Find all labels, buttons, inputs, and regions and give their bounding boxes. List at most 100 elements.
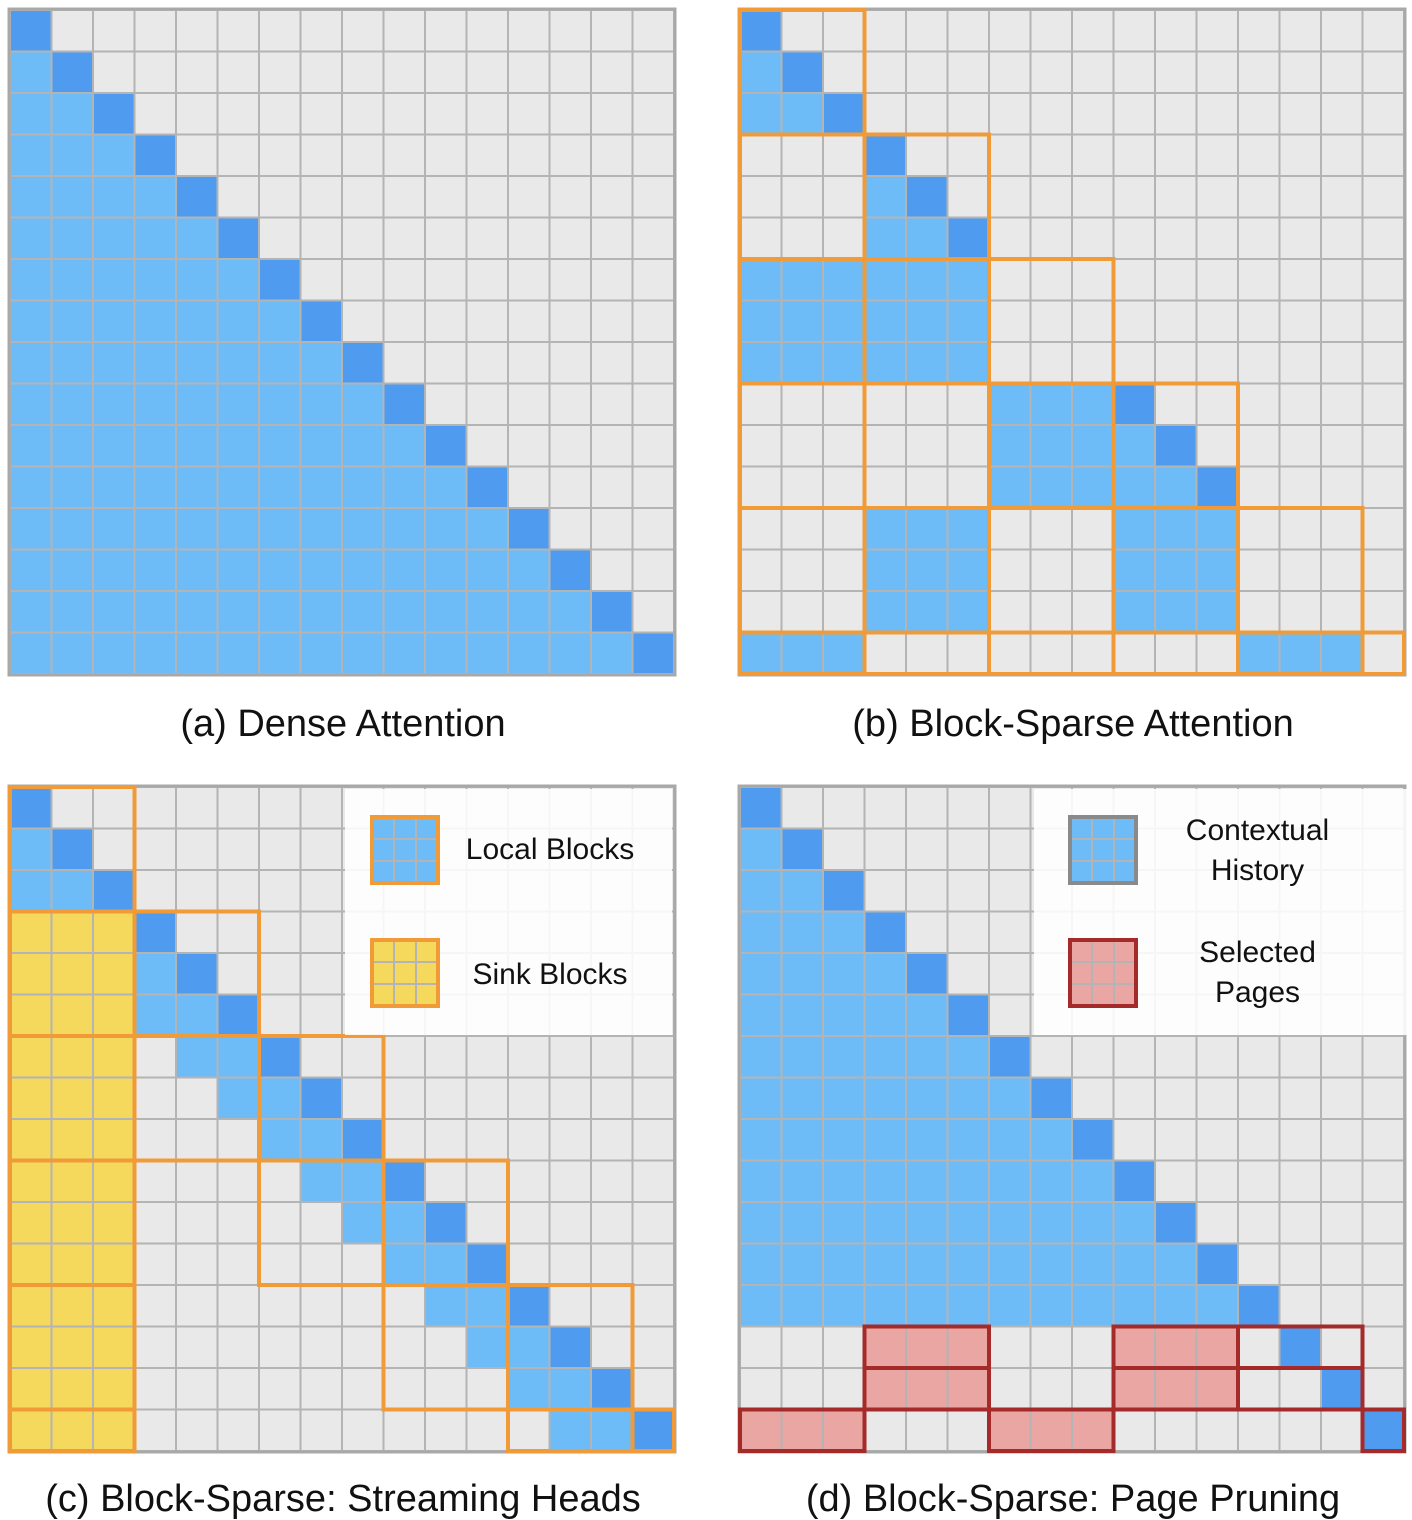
dense-attention-cell xyxy=(299,507,343,551)
dense-attention-cell xyxy=(216,548,260,592)
page-pruning-cell xyxy=(946,827,990,871)
page-pruning-cell xyxy=(780,1242,824,1286)
dense-attention-cell xyxy=(424,341,468,385)
streaming-heads-cell xyxy=(424,1242,468,1286)
dense-attention-cell xyxy=(424,507,468,551)
streaming-heads-cell xyxy=(92,869,136,913)
streaming-heads-cell xyxy=(9,869,53,913)
block-sparse-cell xyxy=(946,382,990,426)
dense-attention-cell xyxy=(258,50,302,94)
page-pruning-cell xyxy=(1361,1118,1405,1162)
streaming-heads-cell xyxy=(507,1367,551,1411)
streaming-heads-cell xyxy=(299,1325,343,1369)
dense-attention-cell xyxy=(216,424,260,468)
dense-attention-cell xyxy=(299,465,343,509)
dense-attention-cell xyxy=(507,216,551,260)
page-pruning-cell xyxy=(946,869,990,913)
page-pruning-cell xyxy=(822,952,866,996)
dense-attention-cell xyxy=(341,175,385,219)
page-pruning-cell xyxy=(1112,1118,1156,1162)
block-sparse-cell xyxy=(1112,548,1156,592)
dense-attention-cell xyxy=(548,507,592,551)
page-pruning-cell xyxy=(739,1325,783,1369)
streaming-heads-cell xyxy=(216,1035,260,1079)
page-pruning-cell xyxy=(780,1284,824,1328)
dense-attention-cell xyxy=(133,258,177,302)
block-sparse-cell xyxy=(1278,133,1322,177)
dense-attention-cell xyxy=(175,382,219,426)
dense-attention-cell xyxy=(9,548,53,592)
page-pruning-cell xyxy=(863,910,907,954)
streaming-heads-cell xyxy=(299,827,343,871)
block-sparse-cell xyxy=(946,50,990,94)
page-pruning-cell xyxy=(863,1325,907,1369)
dense-attention-cell xyxy=(299,92,343,136)
block-sparse-cell xyxy=(1071,465,1115,509)
dense-attention-cell xyxy=(216,133,260,177)
local-block-outline xyxy=(630,1407,676,1453)
page-pruning-cell xyxy=(822,869,866,913)
dense-attention-cell xyxy=(465,341,509,385)
block-sparse-cell xyxy=(1195,341,1239,385)
streaming-heads-cell xyxy=(175,1284,219,1328)
streaming-heads-cell xyxy=(465,1367,509,1411)
block-sparse-cell xyxy=(1361,382,1405,426)
block-sparse-cell xyxy=(863,216,907,260)
page-pruning-cell xyxy=(905,952,949,996)
streaming-heads-cell xyxy=(299,1118,343,1162)
page-pruning-cell xyxy=(1320,1367,1364,1411)
dense-attention-cell xyxy=(133,631,177,675)
dense-attention-cell xyxy=(507,133,551,177)
page-pruning-cell xyxy=(1112,1242,1156,1286)
dense-attention-cell xyxy=(216,175,260,219)
page-pruning-cell xyxy=(822,1284,866,1328)
streaming-heads-cell xyxy=(216,993,260,1037)
page-pruning-cell xyxy=(739,1201,783,1245)
dense-attention-cell xyxy=(216,9,260,53)
block-sparse-cell xyxy=(1029,9,1073,53)
block-sparse-cell xyxy=(988,548,1032,592)
page-pruning-cell xyxy=(988,869,1032,913)
streaming-heads-cell xyxy=(133,1035,177,1079)
block-sparse-cell xyxy=(1154,216,1198,260)
dense-attention-cell xyxy=(50,590,94,634)
block-sparse-cell xyxy=(1361,631,1405,675)
streaming-heads-cell xyxy=(424,1408,468,1452)
page-pruning-cell xyxy=(780,952,824,996)
block-sparse-cell xyxy=(1320,133,1364,177)
dense-attention-cell xyxy=(9,590,53,634)
page-pruning-cell xyxy=(1237,1201,1281,1245)
block-sparse-cell xyxy=(1154,258,1198,302)
dense-attention-cell xyxy=(424,382,468,426)
block-sparse-cell xyxy=(1112,299,1156,343)
block-sparse-cell xyxy=(1112,631,1156,675)
page-pruning-cell xyxy=(863,1367,907,1411)
dense-attention-cell xyxy=(465,631,509,675)
block-sparse-cell xyxy=(780,507,824,551)
legend-contextual-history-label: Contextual History xyxy=(1185,814,1330,887)
block-sparse-cell xyxy=(780,299,824,343)
dense-attention-cell xyxy=(175,175,219,219)
block-sparse-cell xyxy=(905,341,949,385)
page-pruning-cell xyxy=(946,1076,990,1120)
dense-attention-cell xyxy=(382,507,426,551)
block-sparse-cell xyxy=(946,631,990,675)
dense-attention-cell xyxy=(175,548,219,592)
dense-attention-cell xyxy=(465,92,509,136)
streaming-heads-cell xyxy=(175,1159,219,1203)
dense-attention-cell xyxy=(631,299,675,343)
block-sparse-cell xyxy=(1071,133,1115,177)
query-page-outline xyxy=(1236,1366,1365,1412)
block-sparse-cell xyxy=(739,50,783,94)
streaming-heads-cell xyxy=(133,786,177,830)
page-pruning-cell xyxy=(1112,1076,1156,1120)
page-pruning-cell xyxy=(988,786,1032,830)
streaming-heads-cell xyxy=(424,1035,468,1079)
streaming-heads-cell xyxy=(299,910,343,954)
streaming-heads-cell xyxy=(507,1035,551,1079)
block-sparse-cell xyxy=(1278,382,1322,426)
block-sparse-cell xyxy=(1361,548,1405,592)
block-sparse-cell xyxy=(1195,9,1239,53)
page-pruning-cell xyxy=(1154,1242,1198,1286)
page-pruning-cell xyxy=(988,1325,1032,1369)
